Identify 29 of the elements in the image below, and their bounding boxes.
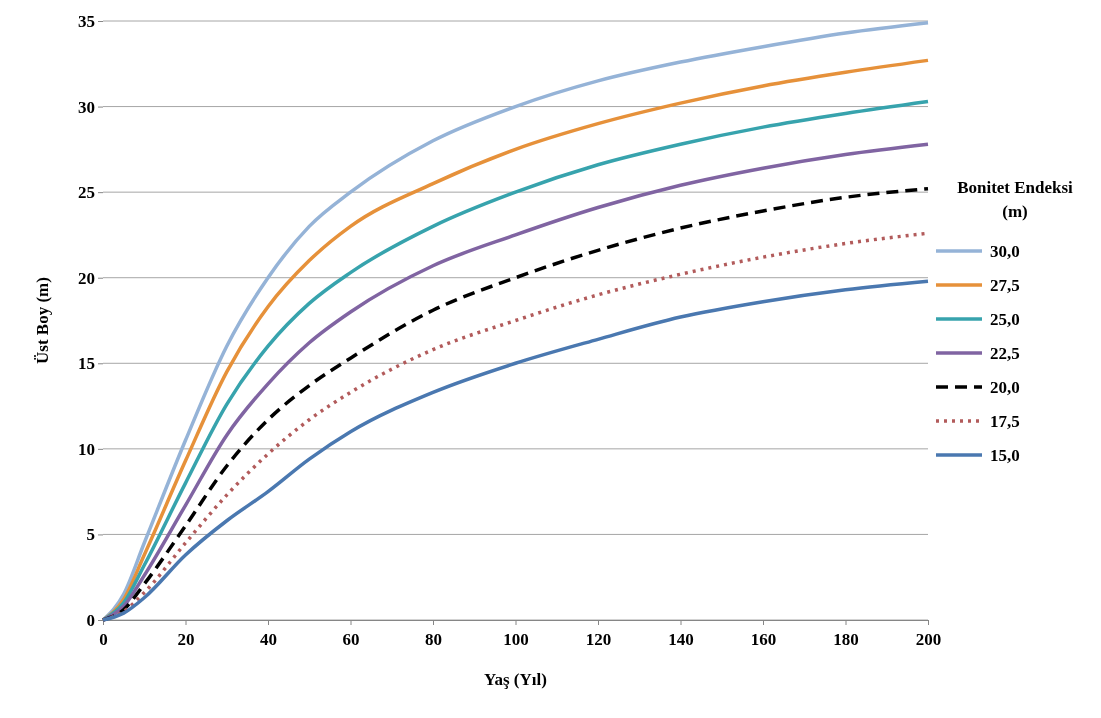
legend-label: 20,0 bbox=[990, 378, 1020, 397]
legend-label: 17,5 bbox=[990, 412, 1020, 431]
y-axis-title: Üst Boy (m) bbox=[33, 277, 52, 364]
x-axis-title: Yaş (Yıl) bbox=[484, 670, 547, 689]
x-tick-label: 160 bbox=[750, 630, 777, 649]
legend-label: 25,0 bbox=[990, 310, 1020, 329]
y-tick-label: 0 bbox=[86, 610, 95, 630]
legend-label: 15,0 bbox=[990, 446, 1020, 465]
x-tick-label: 0 bbox=[99, 630, 108, 649]
legend-label: 22,5 bbox=[990, 344, 1020, 363]
y-tick-label: 25 bbox=[78, 183, 95, 203]
y-tick-label: 20 bbox=[78, 268, 95, 288]
legend-label: 30,0 bbox=[990, 242, 1020, 261]
x-tick-label: 20 bbox=[177, 630, 195, 649]
legend-title: Bonitet Endeksi (m) bbox=[957, 178, 1074, 221]
x-tick-label: 180 bbox=[833, 630, 859, 649]
y-tick-label: 15 bbox=[78, 354, 95, 374]
x-tick-label: 80 bbox=[425, 630, 442, 649]
x-tick-label: 120 bbox=[585, 630, 612, 649]
x-tick-label: 60 bbox=[342, 630, 360, 649]
y-tick-label: 10 bbox=[78, 439, 95, 459]
x-tick-label: 200 bbox=[915, 630, 942, 649]
x-tick-label: 100 bbox=[503, 630, 529, 649]
x-tick-label: 140 bbox=[668, 630, 694, 649]
y-tick-label: 5 bbox=[86, 525, 95, 545]
y-tick-label: 35 bbox=[78, 11, 95, 31]
y-tick-label: 30 bbox=[78, 97, 95, 117]
x-tick-label: 40 bbox=[260, 630, 277, 649]
legend-label: 27,5 bbox=[990, 276, 1020, 295]
